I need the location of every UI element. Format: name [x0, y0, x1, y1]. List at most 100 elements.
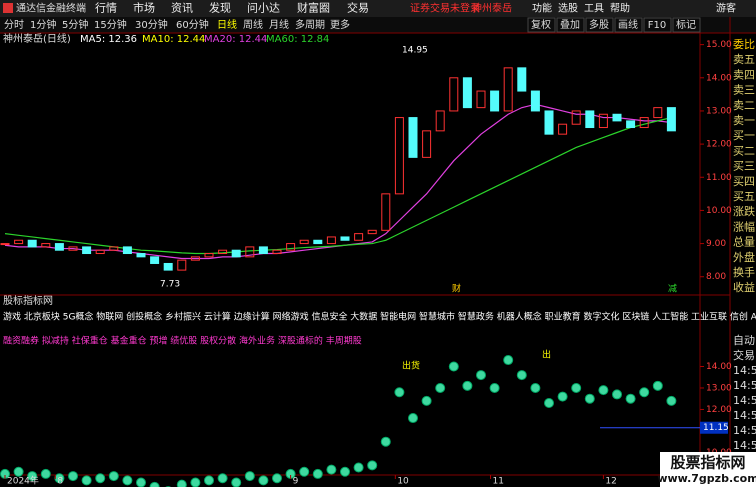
tool-label[interactable]: 多股 [589, 18, 609, 31]
indicator-title: 股标指标网 [3, 294, 53, 307]
menu-item[interactable]: 资讯 [171, 2, 193, 15]
period-tab[interactable]: 更多 [330, 18, 350, 31]
candle [598, 113, 608, 129]
signal-dot [176, 479, 187, 487]
period-tab[interactable]: 分时 [4, 19, 24, 31]
signal-dot [544, 398, 554, 409]
menu-item[interactable]: 行情 [95, 2, 117, 15]
trade-label: 自动 [733, 334, 755, 347]
candle [449, 77, 459, 112]
candle [0, 243, 10, 246]
signal-dot [136, 477, 146, 487]
annotation: 出 [542, 349, 551, 361]
quote-label: 涨跌 [733, 204, 755, 218]
trade-label: 14:5 [733, 439, 756, 452]
period-tab[interactable]: 5分钟 [62, 18, 88, 31]
signal-dot [435, 382, 446, 393]
tool-button[interactable] [614, 17, 643, 33]
quote-label: 卖一 [733, 114, 755, 127]
menu-item[interactable]: 发现 [209, 1, 231, 15]
menu-item[interactable]: 市场 [133, 1, 155, 15]
candle [231, 249, 241, 258]
signal-dot [584, 393, 595, 404]
tool-button[interactable] [672, 17, 701, 33]
quote-label: 卖三 [733, 84, 755, 97]
candle [326, 236, 336, 245]
signal-dot [380, 436, 391, 447]
candle [422, 130, 432, 158]
candle [218, 249, 228, 255]
candle [286, 243, 296, 251]
menu-right[interactable]: 功能 [532, 2, 552, 15]
quote-label: 涨幅 [733, 220, 755, 233]
period-tab[interactable]: 30分钟 [135, 18, 168, 31]
tool-label[interactable]: 叠加 [560, 19, 580, 31]
candle [245, 246, 255, 258]
candle [354, 233, 364, 241]
login-status[interactable]: 证券交易未登录 [410, 2, 480, 15]
period-tab[interactable]: 多周期 [295, 18, 325, 31]
signal-dot [13, 466, 24, 477]
quote-label: 卖二 [733, 99, 755, 112]
candle [462, 77, 472, 109]
period-tab[interactable]: 月线 [269, 18, 289, 31]
signal-dot [421, 395, 432, 406]
trade-label: 14:5 [733, 364, 756, 377]
tool-label[interactable]: 画线 [618, 18, 638, 31]
y-tick-label: 14.00 [706, 362, 732, 372]
candle [530, 90, 540, 112]
signal-dot [639, 387, 650, 398]
signal-dot [462, 380, 473, 391]
tool-label[interactable]: 复权 [531, 18, 551, 31]
quote-label: 买五 [733, 190, 755, 203]
candle [82, 246, 92, 255]
tool-button[interactable] [527, 17, 556, 33]
signal-dot [353, 462, 364, 473]
trade-label: 14:5 [733, 379, 756, 392]
x-tick-label: 2024年 [7, 475, 39, 487]
tool-label[interactable]: F10 [648, 20, 666, 31]
signal-dot [244, 471, 255, 482]
signal-dot [612, 389, 622, 400]
tool-button[interactable] [556, 17, 585, 33]
period-tab[interactable]: 15分钟 [94, 18, 127, 31]
candle [666, 107, 676, 132]
high-label: 14.95 [402, 46, 428, 56]
watermark-title: 股票指标网 [670, 454, 745, 472]
candle [435, 110, 445, 132]
tool-button[interactable] [585, 17, 614, 33]
signal-dot [95, 473, 106, 484]
menu-item[interactable]: 交易 [347, 1, 369, 15]
period-tab[interactable]: 周线 [243, 18, 263, 31]
y-tick-label: 15.00 [706, 40, 732, 50]
candle [490, 90, 500, 112]
signal-dot [40, 468, 51, 479]
menu-right[interactable]: 帮助 [610, 2, 630, 15]
period-tab[interactable]: 1分钟 [30, 18, 56, 31]
signal-dot [81, 475, 92, 486]
period-tab[interactable]: 60分钟 [176, 18, 209, 31]
watermark-box [660, 452, 756, 487]
y-tick-label: 13.00 [706, 383, 732, 393]
y-tick-label: 9.00 [706, 239, 726, 249]
ma-line [4, 116, 672, 255]
tool-button[interactable] [643, 17, 672, 33]
period-tab[interactable]: 日线 [217, 18, 237, 31]
quote-label: 收益 [733, 280, 755, 294]
ma-legend: MA20: 12.44 [204, 34, 267, 45]
signal-dot [489, 382, 500, 393]
menu-item[interactable]: 财富圈 [297, 1, 330, 15]
menu-right[interactable]: 工具 [584, 3, 604, 15]
menu-item[interactable]: 问小达 [247, 2, 280, 15]
toolbar [0, 17, 756, 33]
trade-label: 14:5 [733, 424, 756, 437]
signal-dot [68, 471, 78, 482]
signal-dot [340, 466, 350, 477]
event-marker: 财 [452, 283, 461, 295]
candle [54, 243, 64, 251]
quote-label: 卖五 [733, 53, 755, 66]
signal-dot [326, 464, 337, 475]
menu-right[interactable]: 选股 [558, 2, 578, 15]
tool-label[interactable]: 标记 [676, 19, 696, 31]
ma-legend: MA10: 12.44 [142, 34, 205, 45]
